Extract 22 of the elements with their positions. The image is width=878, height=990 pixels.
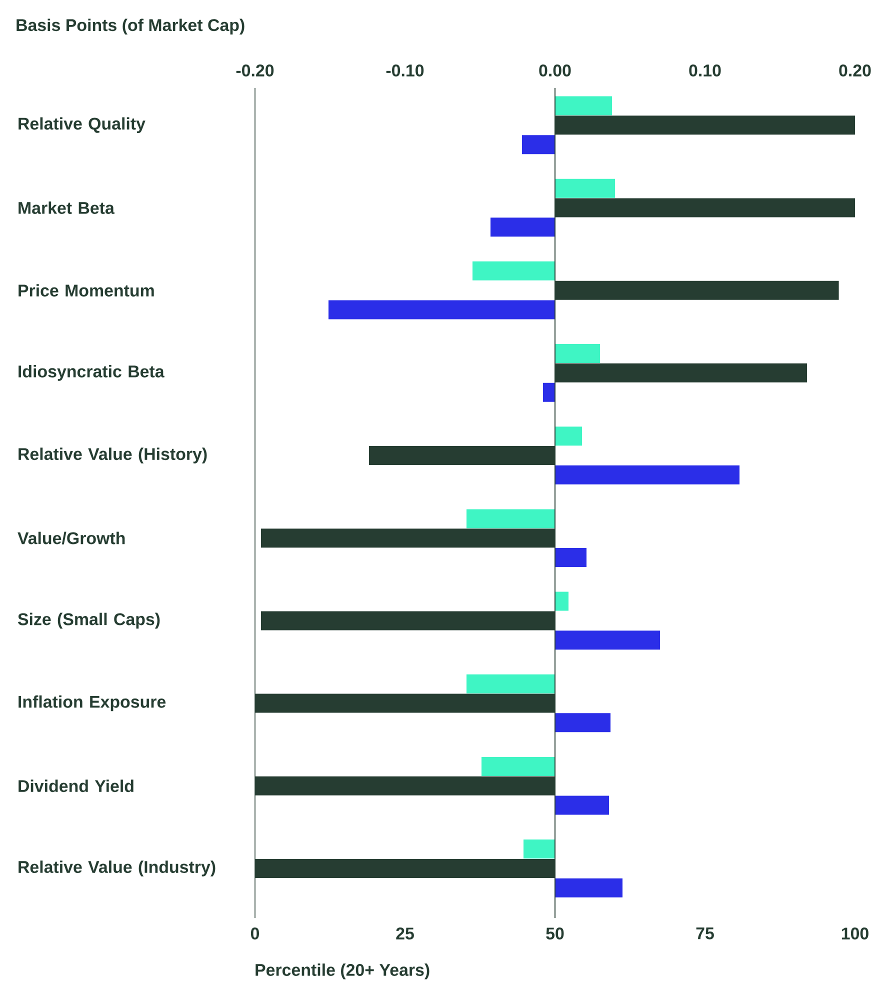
x2-tick-label: 0.20 <box>839 64 871 76</box>
x2-tick-label: 0.00 <box>539 64 571 76</box>
x2-tick-label: 0.10 <box>689 64 721 76</box>
x-tick-label: 75 <box>696 928 714 940</box>
x2-tick-label: -0.10 <box>386 64 424 76</box>
x-tick-label: 100 <box>842 928 868 940</box>
x2-tick-label: -0.20 <box>236 64 274 76</box>
x-axis-title: Percentile (20+ Years) <box>256 964 430 980</box>
y-tick-label: Size (Small Caps) <box>18 612 160 629</box>
y-tick-label: Relative Value (Industry) <box>18 860 216 876</box>
y-tick-label: Market Beta <box>18 202 115 214</box>
y-tick-label: Dividend Yield <box>18 780 134 792</box>
y-tick-label: Inflation Exposure <box>18 695 166 712</box>
x-tick-label: 25 <box>396 928 414 940</box>
x2-axis-title: Basis Points (of Market Cap) <box>16 18 244 34</box>
y-tick-label: Idiosyncratic Beta <box>18 365 164 381</box>
x-tick-label: 0 <box>250 928 260 940</box>
y-tick-label: Relative Quality <box>18 117 146 134</box>
y-tick-label: Relative Value (History) <box>18 448 207 464</box>
x-tick-label: 50 <box>546 928 564 940</box>
y-tick-label: Price Momentum <box>18 284 154 297</box>
y-tick-label: Value/Growth <box>18 532 125 544</box>
